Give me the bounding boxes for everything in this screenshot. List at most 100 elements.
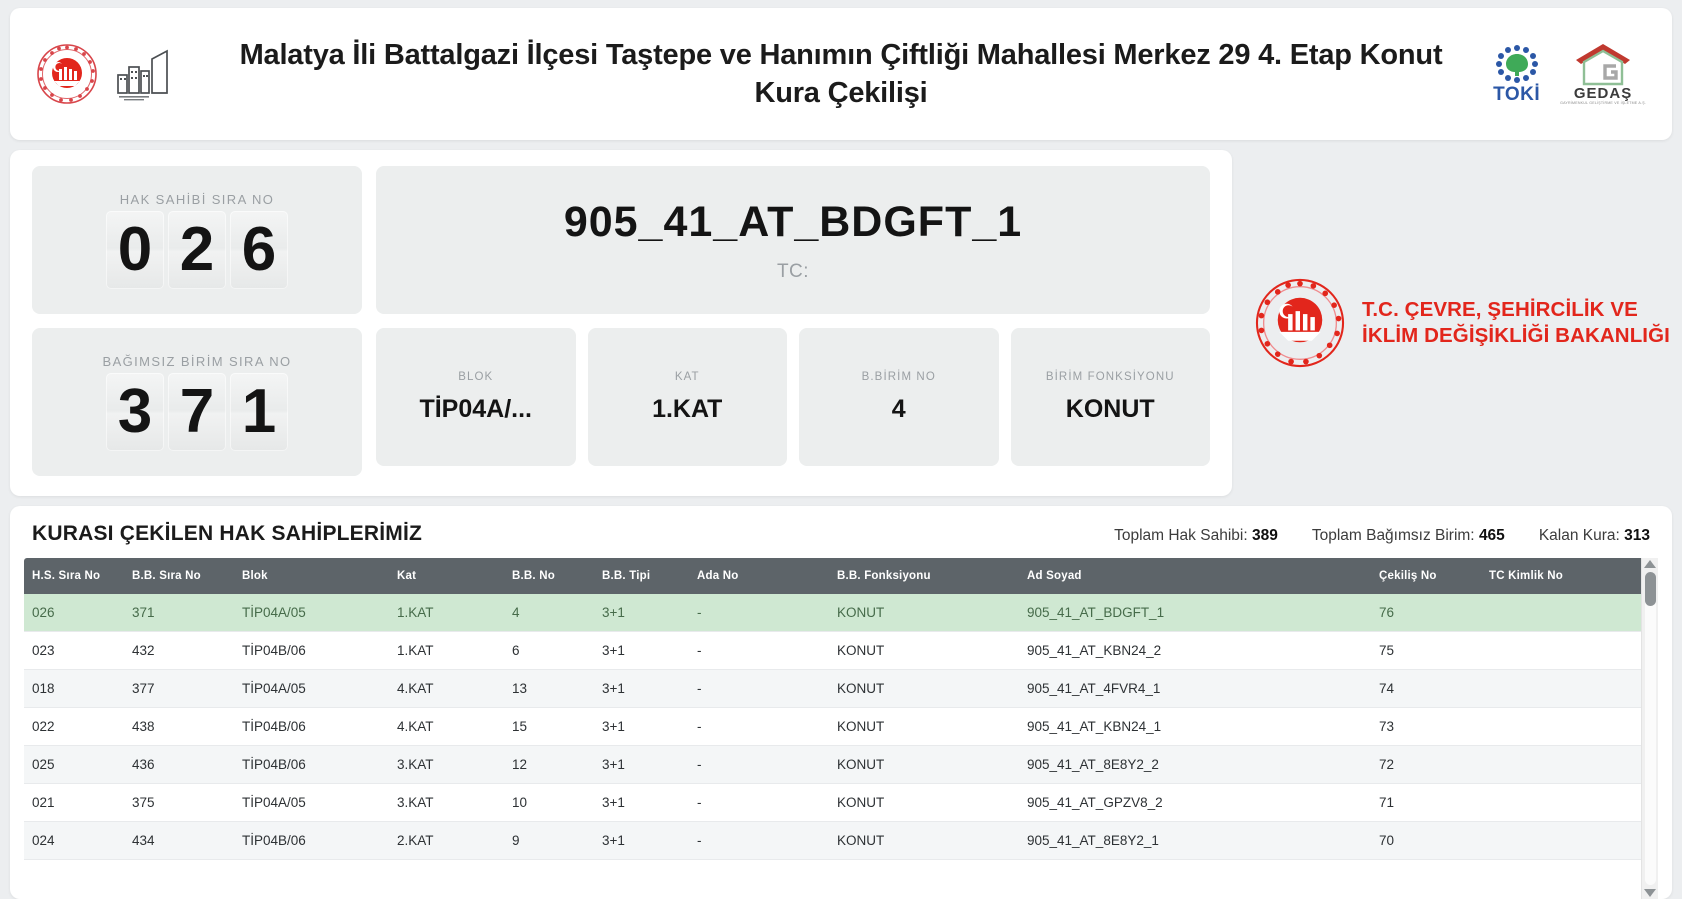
col-ada-no[interactable]: Ada No <box>689 558 829 594</box>
cell-blok: TİP04A/05 <box>234 669 389 708</box>
owner-order-label: HAK SAHİBİ SIRA NO <box>119 191 275 207</box>
birim-no-label: B.BİRİM NO <box>861 370 936 383</box>
cell-bb-no: 12 <box>504 745 594 784</box>
cell-blok: TİP04B/06 <box>234 821 389 860</box>
col-bb-tipi[interactable]: B.B. Tipi <box>594 558 689 594</box>
cell-bb-tipi: 3+1 <box>594 669 689 708</box>
stat-total-units-value: 465 <box>1478 527 1505 544</box>
cell-blok: TİP04B/06 <box>234 745 389 784</box>
cell-cekilis-no: 75 <box>1371 631 1481 670</box>
unit-digit-2: 7 <box>168 372 226 451</box>
col-bb-sira-no[interactable]: B.B. Sıra No <box>124 558 234 594</box>
cell-bb-no: 6 <box>504 631 594 670</box>
scroll-down-arrow-icon[interactable] <box>1644 889 1656 897</box>
cell-kat: 1.KAT <box>389 631 504 670</box>
kat-label: KAT <box>674 370 700 383</box>
stat-remaining-draws-value: 313 <box>1624 527 1650 544</box>
cell-bb-no: 4 <box>504 594 594 632</box>
scroll-up-arrow-icon[interactable] <box>1644 560 1656 568</box>
cell-bb-fonksiyonu: KONUT <box>829 783 1019 822</box>
table-row[interactable]: 023 432 TİP04B/06 1.KAT 6 3+1- KONUT 905_41_AT_… <box>24 631 1641 670</box>
owner-digit-2: 2 <box>168 210 226 289</box>
cell-kat: 3.KAT <box>389 783 504 822</box>
cell-ad-soyad: 905_41_AT_BDGFT_1 <box>1019 594 1371 632</box>
cell-bb-tipi: 3+1 <box>594 594 689 632</box>
cell-blok: TİP04A/05 <box>234 783 389 822</box>
ministry-text: T.C. ÇEVRE, ŞEHİRCİLİK VE İKLİM DEĞİŞİKL… <box>1362 297 1670 349</box>
cell-bb-tipi: 3+1 <box>594 707 689 746</box>
stat-total-units-label: Toplam Bağımsız Birim: <box>1311 527 1475 544</box>
cell-blok: TİP04A/05 <box>234 594 389 632</box>
detail-tile-birim-no: B.BİRİM NO 4 <box>799 328 999 466</box>
fonksiyon-label: BİRİM FONKSİYONU <box>1045 370 1175 383</box>
unit-digit-1: 3 <box>106 372 164 451</box>
winners-grid: H.S. Sıra No B.B. Sıra No Blok Kat B.B. … <box>24 558 1641 899</box>
cell-kat: 3.KAT <box>389 745 504 784</box>
table-row[interactable]: 021 375 TİP04A/05 3.KAT 10 3+1- KONUT 905_41_AT… <box>24 783 1641 822</box>
table-row[interactable]: 025 436 TİP04B/06 3.KAT 12 3+1- KONUT 905_41_AT… <box>24 745 1641 784</box>
fonksiyon-value: KONUT <box>1065 394 1155 423</box>
cell-cekilis-no: 73 <box>1371 707 1481 746</box>
cell-tc-kimlik-no <box>1481 669 1641 708</box>
blok-label: BLOK <box>458 370 494 383</box>
cell-ad-soyad: 905_41_AT_8E8Y2_2 <box>1019 745 1371 784</box>
unit-detail-tiles: BLOK TİP04A/... KAT 1.KAT B.BİRİM NO 4 B… <box>376 328 1210 476</box>
col-kat[interactable]: Kat <box>389 558 504 594</box>
col-hs-sira-no[interactable]: H.S. Sıra No <box>24 558 124 594</box>
col-cekilis-no[interactable]: Çekiliş No <box>1371 558 1481 594</box>
ministry-branding: T.C. ÇEVRE, ŞEHİRCİLİK VE İKLİM DEĞİŞİKL… <box>1242 150 1672 496</box>
cell-ad-soyad: 905_41_AT_GPZV8_2 <box>1019 783 1371 822</box>
winners-table-panel: KURASI ÇEKİLEN HAK SAHİPLERİMİZ Toplam H… <box>10 506 1672 899</box>
cell-bb-fonksiyonu: KONUT <box>829 821 1019 860</box>
cell-hs-sira-no: 025 <box>24 745 124 784</box>
col-bb-no[interactable]: B.B. No <box>504 558 594 594</box>
cell-ada-no: - <box>689 594 829 632</box>
detail-tile-blok: BLOK TİP04A/... <box>376 328 576 466</box>
cell-ad-soyad: 905_41_AT_4FVR4_1 <box>1019 669 1371 708</box>
gedas-logo-icon: GEDAŞ GAYRİMENKUL GELİŞTİRME VE İŞLETME … <box>1560 42 1646 105</box>
table-scrollbar[interactable] <box>1641 558 1658 899</box>
cell-blok: TİP04B/06 <box>234 631 389 670</box>
table-body: 026 371 TİP04A/05 1.KAT 4 3+1- KONUT 905_41_AT_… <box>24 594 1641 860</box>
unit-digit-3: 1 <box>230 372 288 451</box>
toki-logo-icon: TOKİ <box>1493 44 1540 104</box>
cell-blok: TİP04B/06 <box>234 707 389 746</box>
kat-value: 1.KAT <box>652 394 723 423</box>
cell-ada-no: - <box>689 707 829 746</box>
col-blok[interactable]: Blok <box>234 558 389 594</box>
cell-kat: 4.KAT <box>389 669 504 708</box>
table-row[interactable]: 024 434 TİP04B/06 2.KAT 9 3+1- KONUT 905_41_AT_… <box>24 821 1641 860</box>
col-tc-kimlik-no[interactable]: TC Kimlik No <box>1481 558 1641 594</box>
cell-bb-no: 13 <box>504 669 594 708</box>
cell-cekilis-no: 72 <box>1371 745 1481 784</box>
cell-hs-sira-no: 018 <box>24 669 124 708</box>
table-header-bar: KURASI ÇEKİLEN HAK SAHİPLERİMİZ Toplam H… <box>24 522 1658 558</box>
cell-bb-sira-no: 434 <box>124 821 234 860</box>
col-ad-soyad[interactable]: Ad Soyad <box>1019 558 1371 594</box>
detail-tile-kat: KAT 1.KAT <box>587 328 787 466</box>
cell-bb-tipi: 3+1 <box>594 745 689 784</box>
scrollbar-thumb[interactable] <box>1644 572 1656 606</box>
scrollbar-track[interactable] <box>1644 572 1656 885</box>
table-row[interactable]: 018 377 TİP04A/05 4.KAT 13 3+1- KONUT 905_41_AT… <box>24 669 1641 708</box>
owner-digit-1: 0 <box>106 210 164 289</box>
cell-ada-no: - <box>689 669 829 708</box>
cell-bb-fonksiyonu: KONUT <box>829 745 1019 784</box>
cell-bb-fonksiyonu: KONUT <box>829 707 1019 746</box>
cell-bb-no: 15 <box>504 707 594 746</box>
winner-name-tile: 905_41_AT_BDGFT_1 TC: <box>376 166 1210 314</box>
cell-cekilis-no: 70 <box>1371 821 1481 860</box>
table-scroll-area: H.S. Sıra No B.B. Sıra No Blok Kat B.B. … <box>24 558 1658 899</box>
table-row[interactable]: 022 438 TİP04B/06 4.KAT 15 3+1- KONUT 905_41_AT… <box>24 707 1641 746</box>
col-bb-fonksiyonu[interactable]: B.B. Fonksiyonu <box>829 558 1019 594</box>
table-stats: Toplam Hak Sahibi: 389 Toplam Bağımsız B… <box>1114 527 1650 545</box>
cell-ada-no: - <box>689 783 829 822</box>
cell-hs-sira-no: 022 <box>24 707 124 746</box>
table-row[interactable]: 026 371 TİP04A/05 1.KAT 4 3+1- KONUT 905_41_AT_… <box>24 594 1641 632</box>
cell-hs-sira-no: 023 <box>24 631 124 670</box>
stat-remaining-draws: Kalan Kura: 313 <box>1539 527 1650 545</box>
table-head: H.S. Sıra No B.B. Sıra No Blok Kat B.B. … <box>24 558 1641 594</box>
gedas-sublabel: GAYRİMENKUL GELİŞTİRME VE İŞLETME A.Ş. <box>1560 101 1646 106</box>
cell-bb-sira-no: 436 <box>124 745 234 784</box>
ministry-seal-large-icon <box>1254 277 1346 369</box>
